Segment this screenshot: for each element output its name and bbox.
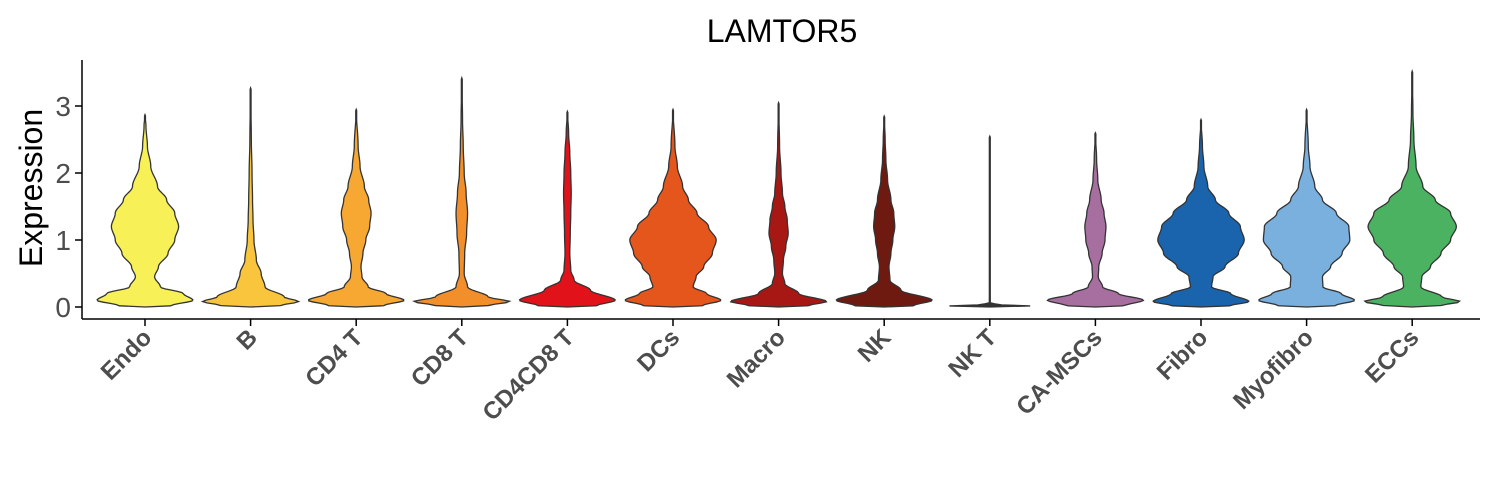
y-axis: 0 1 2 3 — [55, 60, 83, 323]
violin-b — [200, 85, 301, 308]
violins-group — [96, 68, 1462, 308]
x-tick-label-cd4-t: CD4 T — [300, 324, 368, 392]
violin-nk-t — [949, 134, 1031, 308]
x-tick-label-eccs: ECCs — [1360, 324, 1424, 388]
violin-dcs — [624, 107, 722, 308]
x-tick-label-nk: NK — [853, 324, 897, 368]
x-tick-label-dcs: DCs — [632, 324, 685, 377]
y-tick-label: 1 — [55, 225, 71, 256]
violin-cd8-t — [412, 75, 512, 308]
x-tick-label-cd4cd8-t: CD4CD8 T — [478, 324, 580, 426]
x-tick-label-fibro: Fibro — [1152, 324, 1214, 386]
x-tick-label-nk-t: NK T — [943, 324, 1002, 383]
x-tick-label-endo: Endo — [96, 324, 158, 386]
y-tick-label: 2 — [55, 158, 71, 189]
x-tick-label-b: B — [231, 324, 262, 355]
x-tick-label-macro: Macro — [722, 324, 791, 393]
violin-ca-mscs — [1046, 131, 1145, 308]
y-axis-label: Expression — [13, 109, 49, 267]
x-tick-label-ca-mscs: CA-MSCs — [1011, 324, 1107, 420]
violin-eccs — [1363, 68, 1462, 308]
violin-endo — [96, 112, 194, 308]
x-tick-label-myofibro: Myofibro — [1228, 324, 1319, 415]
chart-title: LAMTOR5 — [707, 13, 858, 49]
x-axis: Endo B CD4 T CD8 T CD4CD8 T DCs Macro NK NK T CA-… — [82, 318, 1480, 426]
y-tick-label: 0 — [55, 292, 71, 323]
y-tick-label: 3 — [55, 91, 71, 122]
violin-nk — [835, 114, 933, 308]
x-tick-label-cd8-t: CD8 T — [406, 324, 474, 392]
violin-myofibro — [1258, 107, 1355, 308]
violin-macro — [729, 100, 828, 308]
violin-cd4cd8-t — [518, 109, 616, 308]
violin-fibro — [1152, 117, 1250, 308]
violin-cd4-t — [308, 107, 405, 308]
